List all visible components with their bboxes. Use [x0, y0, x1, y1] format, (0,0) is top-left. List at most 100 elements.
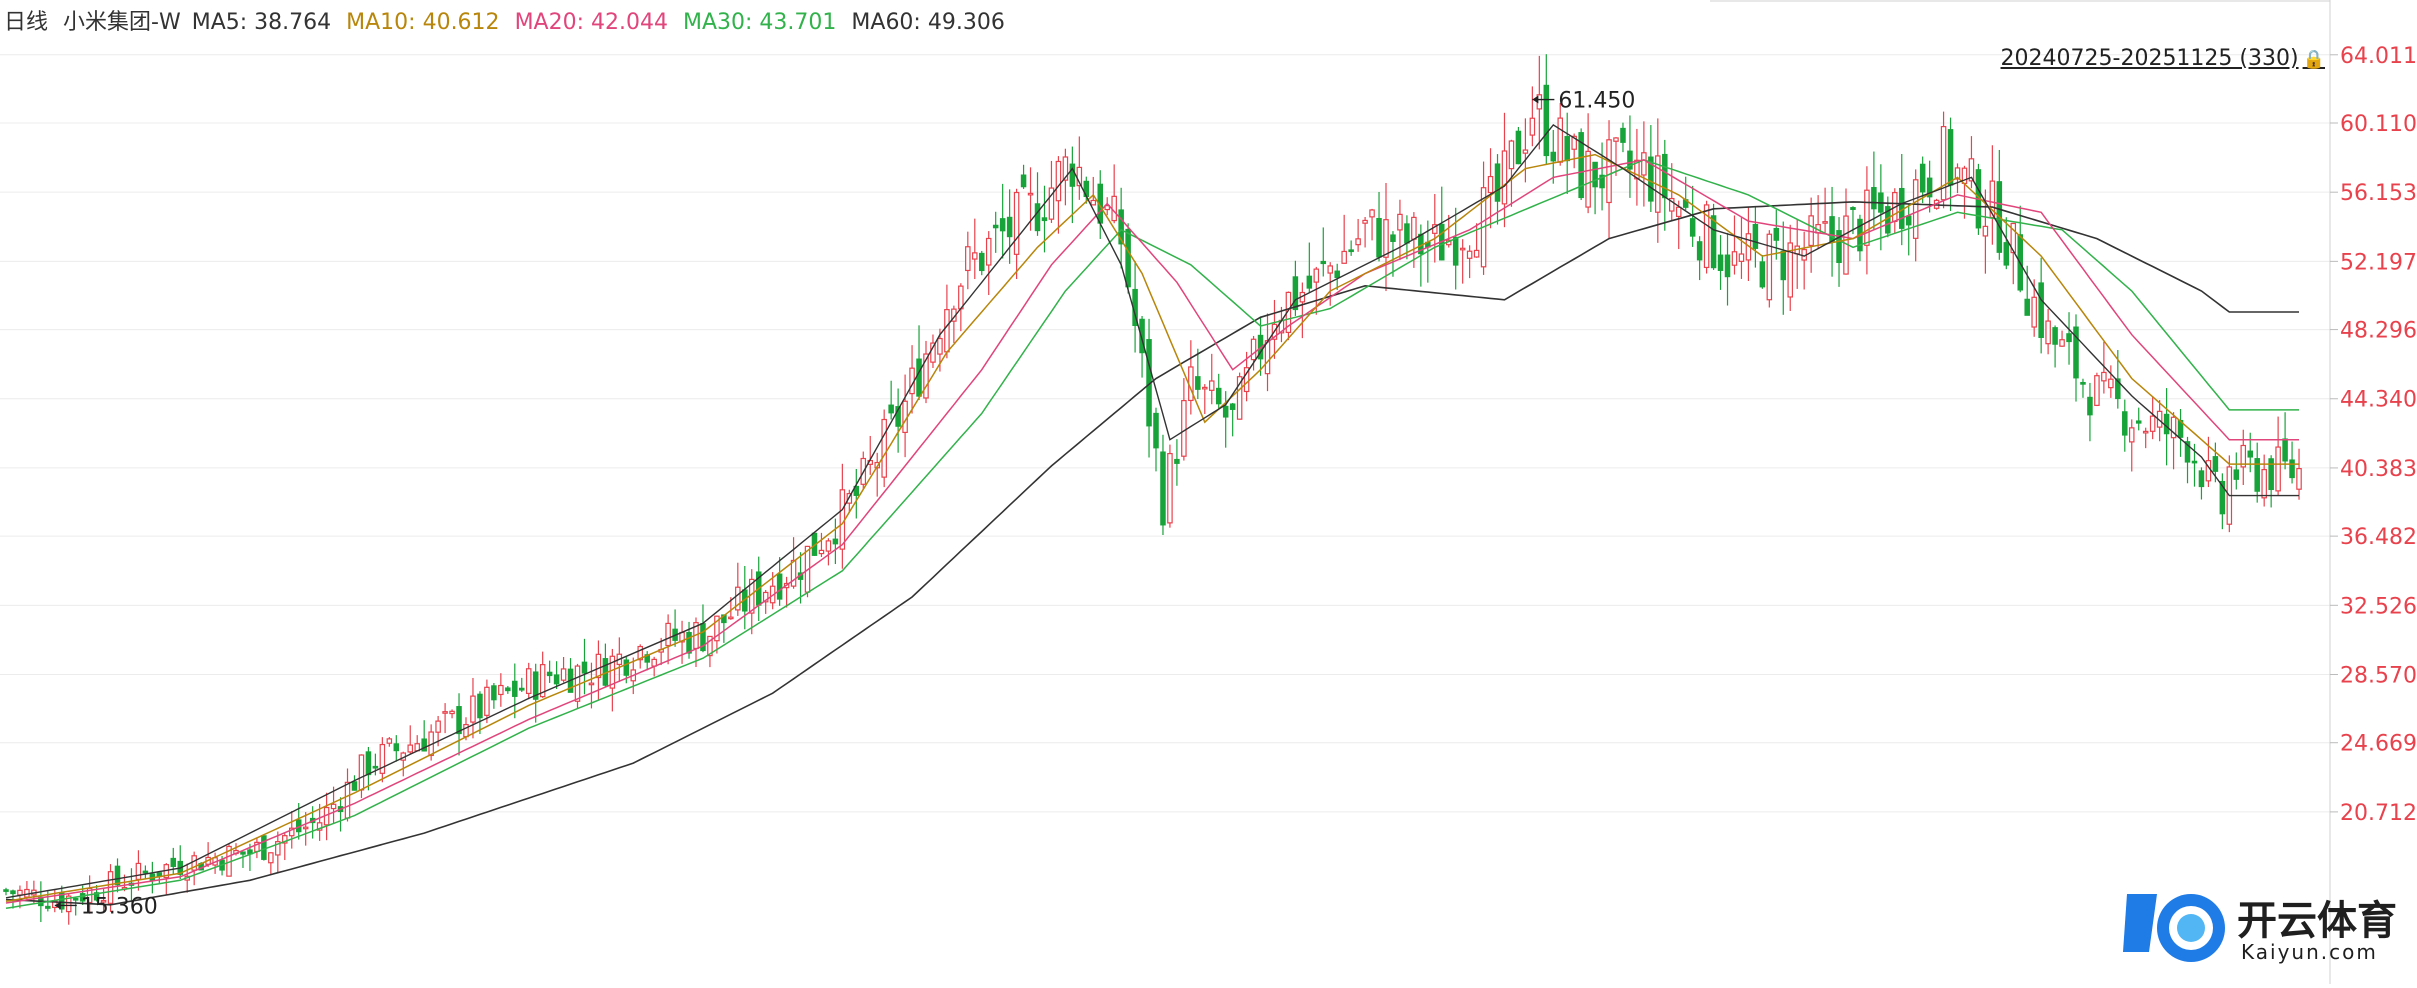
y-tick-label: 56.153 [2340, 181, 2417, 206]
candle-down [895, 406, 901, 427]
candle-down [491, 685, 497, 701]
candle-up [2045, 320, 2051, 345]
candle-up [735, 586, 741, 611]
candle-up [1487, 175, 1494, 194]
candle-up [1571, 135, 1577, 150]
candle-up [498, 684, 504, 696]
candle-down [10, 890, 16, 895]
candle-down [1564, 136, 1570, 162]
candle-down [2254, 458, 2260, 492]
candle-down [1871, 187, 1877, 210]
y-tick-label: 40.383 [2340, 457, 2417, 482]
candle-down [79, 893, 86, 902]
candle-up [1731, 251, 1738, 266]
y-tick-label: 36.482 [2340, 525, 2417, 550]
extreme-marker-arrow [54, 901, 61, 910]
candle-down [2122, 411, 2128, 436]
candle-down [1020, 174, 1027, 188]
candle-down [372, 765, 379, 769]
candle-up [1111, 195, 1117, 222]
candle-down [992, 224, 999, 229]
candle-up [1062, 156, 1069, 181]
candle-down [1717, 254, 1724, 271]
logo-mark-icon [2123, 894, 2225, 962]
candle-up [790, 559, 797, 587]
candle-down [888, 404, 894, 414]
y-tick-label: 64.011 [2340, 44, 2417, 69]
candle-up [965, 246, 971, 272]
candle-up [1968, 158, 1975, 182]
candle-up [1181, 400, 1187, 457]
candle-down [1773, 227, 1780, 241]
candle-up [1606, 139, 1612, 204]
moving-averages [5, 123, 2299, 910]
candle-up [1313, 268, 1320, 283]
candle-up [100, 899, 107, 903]
candle-up [1473, 249, 1480, 258]
candle-down [1710, 215, 1717, 269]
candle-up [386, 738, 393, 744]
candle-up [407, 744, 414, 753]
candle-up [902, 400, 908, 434]
period-label[interactable]: 日线 [4, 10, 49, 35]
candle-up [2170, 416, 2177, 439]
candle-up [609, 655, 616, 689]
candle-up [1397, 213, 1403, 231]
candle-down [2073, 326, 2079, 379]
candle-down [1320, 260, 1327, 265]
candle-up [972, 252, 978, 260]
candle-up [825, 540, 832, 552]
candle-down [505, 687, 511, 692]
candle-down [2219, 480, 2226, 515]
candle-up [1264, 340, 1271, 375]
candle-up [1355, 238, 1361, 246]
logo-text-en: Kaiyun.com [2241, 940, 2378, 964]
candle-down [1578, 132, 1584, 199]
candle-down [1118, 209, 1124, 245]
candle-up [818, 549, 825, 555]
candle-up [1954, 167, 1961, 180]
candle-up [525, 668, 532, 694]
candle-up [1055, 160, 1062, 202]
candle-down [832, 538, 839, 545]
candle-up [1675, 206, 1682, 218]
candle-down [2115, 378, 2121, 400]
candle-down [3, 889, 9, 892]
candle-up [1738, 253, 1745, 262]
candle-up [1585, 150, 1591, 208]
candle-up [1641, 152, 1647, 176]
candle-up [707, 635, 713, 657]
candle-up [65, 895, 72, 913]
candle-up [2108, 378, 2114, 389]
candle-up [449, 710, 455, 715]
annotations: 61.450 15.360 [54, 89, 1635, 919]
candle-up [1940, 126, 1947, 201]
candle-up [268, 852, 274, 864]
y-tick-label: 60.110 [2340, 112, 2417, 137]
candle-up [17, 889, 23, 896]
candle-down [1662, 153, 1668, 199]
candle-up [839, 489, 846, 550]
candle-down [1376, 217, 1382, 258]
candle-up [1076, 166, 1083, 187]
extreme-marker-arrow [1532, 95, 1539, 104]
candle-up [330, 803, 337, 810]
candle-down [853, 485, 860, 496]
date-range-button[interactable]: 20240725-20251125 (330) 🔒 [2001, 46, 2325, 71]
extreme-value-label: 15.360 [81, 894, 158, 919]
candle-up [1327, 265, 1334, 274]
candle-down [2163, 413, 2170, 435]
candle-up [1027, 192, 1034, 196]
lock-icon[interactable]: 🔒 [2302, 49, 2325, 70]
candle-down [1034, 203, 1041, 232]
candle-down [512, 680, 518, 697]
candle-down [518, 687, 525, 691]
candle-up [2031, 296, 2037, 328]
candle-down [1515, 130, 1522, 165]
candle-down [2233, 469, 2240, 480]
y-tick-label: 44.340 [2340, 388, 2417, 413]
candle-up [275, 841, 281, 856]
candle-up [1250, 338, 1257, 361]
candle-down [1627, 150, 1633, 170]
candle-up [1369, 209, 1375, 218]
